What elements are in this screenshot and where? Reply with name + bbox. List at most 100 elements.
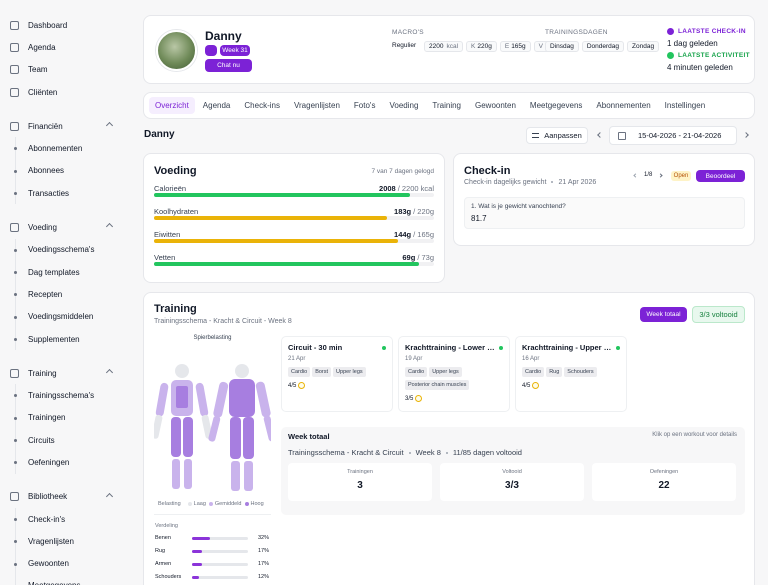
tab[interactable]: Abonnementen <box>596 101 651 110</box>
nutrient-target: / 220g <box>413 207 434 216</box>
nav-icon <box>10 121 19 131</box>
nav-icon <box>10 20 19 30</box>
last-activity: 4 minuten geleden <box>667 63 733 72</box>
tab[interactable]: Vragenlijsten <box>293 101 340 110</box>
nav-sub-item[interactable]: Supplementen <box>14 328 138 350</box>
nav-sub-item[interactable]: Abonnees <box>14 160 138 182</box>
nutrient-bar <box>154 216 387 220</box>
nutrient-track <box>154 193 434 197</box>
back-figure <box>208 364 271 491</box>
nav-sub-item[interactable]: Voedingsmiddelen <box>14 306 138 328</box>
week-title: Week totaal <box>288 432 330 441</box>
nav-sub-item[interactable]: Check-in's <box>14 508 138 530</box>
nav-group-label: Voeding <box>28 223 57 233</box>
tab[interactable]: Foto's <box>353 101 376 110</box>
tab[interactable]: Check-ins <box>244 101 280 110</box>
edit-badge[interactable] <box>205 45 217 56</box>
date-picker[interactable]: 15-04-2026 - 21-04-2026 <box>609 126 737 145</box>
macro-value: 220g <box>477 43 492 50</box>
checkin-prev[interactable] <box>633 173 638 178</box>
question: 1. Wat is je gewicht vanochtend? <box>471 203 566 210</box>
sidebar: Dashboard Agenda Team Cliënten Financiën Abon… <box>0 14 138 585</box>
workout-card[interactable]: Krachttraining - Lower body 19 Apr Cardio U… <box>398 336 510 412</box>
nav-sub-item[interactable]: Vragenlijsten <box>14 530 138 552</box>
muscle-pct: 12% <box>257 574 269 580</box>
calendar-icon <box>618 131 626 140</box>
workout-card[interactable]: Krachttraining - Upper body 16 Apr Cardio R… <box>515 336 627 412</box>
legend-label: Laag <box>193 501 206 507</box>
adjust-label: Aanpassen <box>544 131 582 140</box>
tab[interactable]: Overzicht <box>149 97 195 114</box>
nav-group[interactable]: Training <box>0 362 138 384</box>
avatar <box>156 30 197 71</box>
last-activity-label: LAATSTE ACTIVITEIT <box>678 52 750 59</box>
score: 4/5 <box>522 382 531 389</box>
nav-item[interactable]: Cliënten <box>0 81 138 103</box>
muscle-title: Spierbelasting <box>193 335 232 341</box>
chat-button[interactable]: Chat nu <box>205 59 252 72</box>
tab[interactable]: Voeding <box>389 101 419 110</box>
nav-sub-item[interactable]: Trainingsschema's <box>14 384 138 406</box>
day-chip: Zondag <box>627 41 660 52</box>
muscle-bar <box>192 550 202 553</box>
nav-group[interactable]: Voeding <box>0 216 138 238</box>
nutrition-logged: 7 van 7 dagen gelogd <box>371 168 434 175</box>
last-checkin-label: LAATSTE CHECK-IN <box>678 28 746 35</box>
legend-swatch <box>244 502 249 506</box>
nav-group[interactable]: Financiën <box>0 115 138 137</box>
nav-sub-item[interactable]: Voedingsschema's <box>14 239 138 261</box>
tab-bar: Overzicht Agenda Check-ins Vragenlijsten Fot… <box>143 92 755 119</box>
nav-sub-item[interactable]: Dag templates <box>14 261 138 283</box>
legend-label: Hoog <box>250 501 264 507</box>
nav-sub-item[interactable]: Abonnementen <box>14 137 138 159</box>
stat-box: Oefeningen 22 <box>592 463 736 501</box>
score-icon <box>298 382 306 389</box>
tab[interactable]: Agenda <box>202 101 231 110</box>
nav-icon <box>10 42 19 52</box>
nutrient-value: 2008 <box>379 184 396 193</box>
checkin-date: 21 Apr 2026 <box>558 179 597 186</box>
chevron <box>105 369 114 377</box>
client-header: Danny Week 31 Chat nu MACRO'S Regulier 2… <box>143 15 755 84</box>
tab[interactable]: Training <box>432 101 461 110</box>
nav-group[interactable]: Bibliotheek <box>0 486 138 508</box>
nav-sub-list: Trainingsschema's Trainingen Circuits Oefen… <box>14 384 138 474</box>
macros-label: MACRO'S <box>392 29 424 36</box>
review-button[interactable]: Beoordeel <box>696 170 745 182</box>
checkin-next[interactable] <box>658 173 663 178</box>
tab[interactable]: Instellingen <box>664 101 706 110</box>
nav-sub-item[interactable]: Meetgegevens <box>14 575 138 585</box>
workout-date: 21 Apr <box>288 356 306 362</box>
macro-letter: V <box>538 43 543 50</box>
nav-item[interactable]: Agenda <box>0 36 138 58</box>
tab[interactable]: Meetgegevens <box>529 101 583 110</box>
nav-label: Team <box>28 65 48 75</box>
completed-badge: 3/3 voltooid <box>692 306 745 323</box>
nav-sub-item[interactable]: Trainingen <box>14 407 138 429</box>
nav-group-label: Bibliotheek <box>28 492 68 502</box>
nav-item[interactable]: Team <box>0 59 138 81</box>
nav-sub-item[interactable]: Gewoonten <box>14 553 138 575</box>
muscle-pct: 32% <box>257 535 269 541</box>
week-total-button[interactable]: Week totaal <box>640 307 687 322</box>
status-dot <box>382 346 386 350</box>
workout-card[interactable]: Circuit - 30 min 21 Apr Cardio Borst Upper l… <box>281 336 393 412</box>
nav-sub-item[interactable]: Circuits <box>14 429 138 451</box>
next-week[interactable] <box>743 132 749 138</box>
tab[interactable]: Gewoonten <box>475 101 516 110</box>
muscle-name: Schouders <box>155 574 182 580</box>
nutrient-bar <box>154 262 419 266</box>
muscle-track <box>192 550 248 553</box>
prev-week[interactable] <box>597 132 603 138</box>
nav-sub-item[interactable]: Recepten <box>14 283 138 305</box>
macro-chip: K 220g <box>466 41 497 52</box>
nav-item[interactable]: Dashboard <box>0 14 138 36</box>
nutrient-name: Vetten <box>154 253 176 262</box>
nutrient-track <box>154 262 434 266</box>
checkin-icon <box>667 28 674 35</box>
adjust-button[interactable]: Aanpassen <box>526 127 588 144</box>
client-name: Danny <box>205 29 242 43</box>
nav-sub-item[interactable]: Oefeningen <box>14 451 138 473</box>
stat-box: Voltooid 3/3 <box>440 463 584 501</box>
nav-sub-item[interactable]: Transacties <box>14 182 138 204</box>
